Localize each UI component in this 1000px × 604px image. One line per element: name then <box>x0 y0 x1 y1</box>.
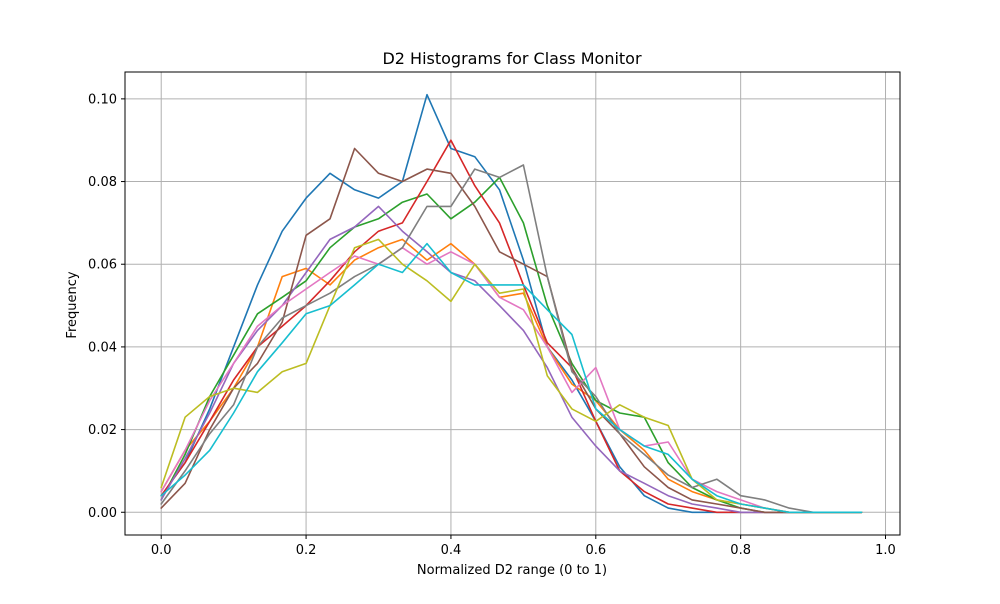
x-tick-label: 0.6 <box>585 543 606 558</box>
x-tick-label: 0.8 <box>730 543 751 558</box>
chart-title: D2 Histograms for Class Monitor <box>382 49 642 68</box>
x-tick-label: 0.4 <box>441 543 462 558</box>
y-tick-label: 0.08 <box>88 175 117 190</box>
y-tick-label: 0.00 <box>88 506 117 521</box>
y-tick-label: 0.06 <box>88 258 117 273</box>
x-axis-label: Normalized D2 range (0 to 1) <box>417 563 607 578</box>
series-lines <box>160 93 863 514</box>
x-tick-label: 0.2 <box>296 543 317 558</box>
series-line-7 <box>160 246 863 514</box>
x-tick-label: 0.0 <box>151 543 172 558</box>
y-axis-label: Frequency <box>65 271 80 338</box>
y-tick-label: 0.10 <box>88 92 117 107</box>
plot-frame <box>124 71 901 536</box>
y-tick-label: 0.02 <box>88 423 117 438</box>
series-line-10 <box>160 242 863 514</box>
x-tick-label: 1.0 <box>875 543 896 558</box>
series-line-6 <box>160 147 863 514</box>
axis-ticks: 0.0 0.2 0.4 0.6 0.8 1.0 0.00 0.02 0.04 0.06 0.08 0.… <box>88 92 896 558</box>
series-line-8 <box>160 164 863 514</box>
y-tick-label: 0.04 <box>88 340 117 355</box>
